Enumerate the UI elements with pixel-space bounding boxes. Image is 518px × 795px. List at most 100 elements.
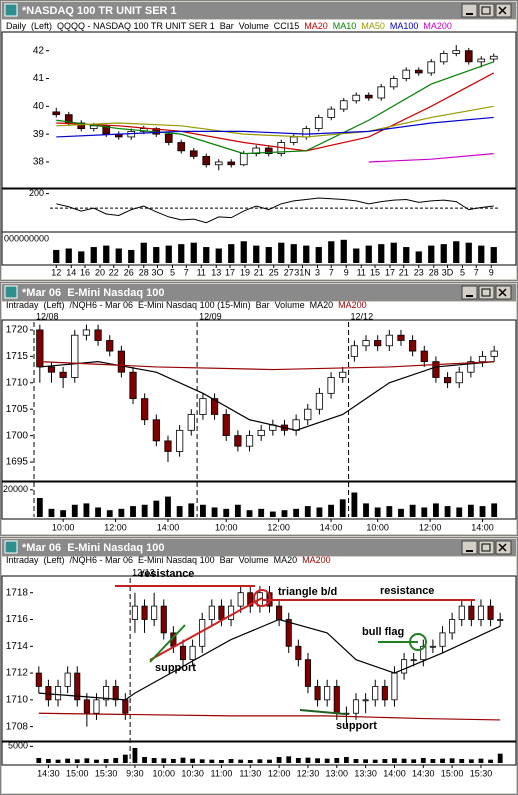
volume-bar — [339, 499, 346, 517]
volume-bar — [176, 506, 183, 517]
volume-bar — [269, 511, 276, 517]
x-tick-label: 26 — [124, 267, 134, 277]
candle-body — [247, 592, 254, 607]
volume-bar — [409, 504, 416, 517]
candle-body — [304, 659, 311, 687]
cci-line — [56, 197, 494, 224]
candle-body — [497, 619, 504, 621]
candle-body — [289, 136, 298, 143]
x-tick-label: 11:30 — [239, 768, 261, 778]
volume-bar — [440, 758, 445, 763]
volume-bar — [153, 247, 160, 263]
x-tick-label: 7 — [184, 267, 189, 277]
volume-bar — [303, 245, 310, 263]
volume-bar — [490, 247, 497, 263]
x-tick-label: 12:30 — [297, 768, 320, 778]
legend-gap — [452, 21, 457, 31]
candle-body — [324, 686, 331, 701]
legend-gap — [331, 555, 336, 565]
volume-bar — [190, 242, 197, 263]
volume-bar — [253, 245, 260, 263]
volume-bar — [200, 504, 206, 517]
volume-bar — [382, 759, 388, 763]
volume-bar — [281, 510, 288, 517]
candle-body — [176, 429, 184, 452]
window-button-max — [478, 3, 495, 18]
x-tick-label: 19 — [240, 267, 250, 277]
volume-bar — [128, 249, 135, 263]
window-body — [2, 302, 516, 534]
close-glyph — [498, 543, 507, 552]
candle-body — [160, 605, 167, 634]
volume-bar — [223, 508, 230, 517]
candle-body — [131, 605, 138, 620]
ma-line — [39, 361, 495, 431]
volume-bar — [453, 241, 460, 263]
info-text: Intraday (Left) /NQH6 - Mar 06 E-Mini Na… — [6, 555, 274, 565]
candle-body — [385, 334, 393, 347]
volume-bar — [497, 753, 503, 763]
volume-bar — [392, 758, 397, 763]
x-tick-label: 5 — [460, 267, 465, 277]
volume-bar — [411, 759, 417, 763]
ma-line — [38, 618, 501, 701]
volume-bar — [178, 244, 185, 263]
volume-bar — [428, 245, 435, 263]
volume-bar — [165, 245, 172, 263]
volume-bar — [365, 245, 372, 263]
volume-bar — [65, 758, 71, 763]
candle-body — [103, 686, 110, 701]
volume-bar — [257, 759, 263, 763]
ma-line — [56, 105, 494, 138]
volume-bar — [48, 508, 55, 517]
legend-entry: MA200 — [302, 555, 331, 565]
x-tick-label: 12:00 — [419, 522, 442, 532]
legend-entry: MA20 — [274, 555, 298, 565]
candle-body — [264, 147, 273, 155]
volume-bar — [401, 758, 407, 763]
info-line: Intraday (Left) /NQH6 - Mar 06 E-Mini Na… — [6, 555, 336, 565]
volume-axis-label: 000000000 — [4, 233, 49, 243]
volume-bar — [228, 759, 234, 763]
candle-body — [94, 329, 102, 341]
candle-body — [327, 377, 335, 394]
ma-line — [38, 712, 501, 721]
x-tick-label: 14:00 — [320, 522, 343, 532]
volume-bar — [36, 758, 42, 763]
candle-body — [218, 605, 225, 620]
support-line — [299, 709, 346, 715]
candle-body — [352, 94, 361, 102]
x-tick-label: 14:30 — [412, 768, 435, 778]
volume-bar — [118, 508, 125, 517]
session-label: 12/09 — [199, 311, 222, 321]
volume-bar — [363, 503, 369, 517]
volume-bar — [479, 506, 486, 517]
volume-bar — [290, 244, 297, 263]
candle-body — [377, 86, 386, 99]
candle-body — [93, 699, 100, 714]
x-tick-label: 15:00 — [66, 768, 89, 778]
title-bar — [2, 539, 516, 556]
info-line: Daily (Left) QQQQ - NASDAQ 100 TR UNIT S… — [6, 21, 457, 31]
x-tick-label: 11:00 — [211, 768, 233, 778]
volume-bar — [315, 758, 320, 763]
price-pane — [1, 575, 517, 743]
candle-body — [397, 334, 405, 341]
volume-bar — [449, 758, 455, 763]
y-tick-label: 1715 — [6, 351, 29, 362]
info-line: Intraday (Left) /NQH6 - Mar 06 E-Mini Na… — [6, 300, 372, 310]
candle-body — [372, 686, 379, 701]
candle-body — [420, 645, 427, 661]
x-tick-label: 15 — [370, 267, 380, 277]
candle-body — [237, 592, 244, 607]
candle-body — [82, 329, 91, 336]
volume-bar — [151, 758, 157, 763]
volume-bar — [305, 757, 311, 763]
volume-bar — [203, 247, 210, 263]
volume-bar — [228, 244, 235, 263]
candle-body — [374, 340, 382, 347]
volume-bar — [46, 759, 51, 763]
x-tick-label: 11 — [197, 267, 206, 277]
volume-bar — [238, 759, 244, 763]
